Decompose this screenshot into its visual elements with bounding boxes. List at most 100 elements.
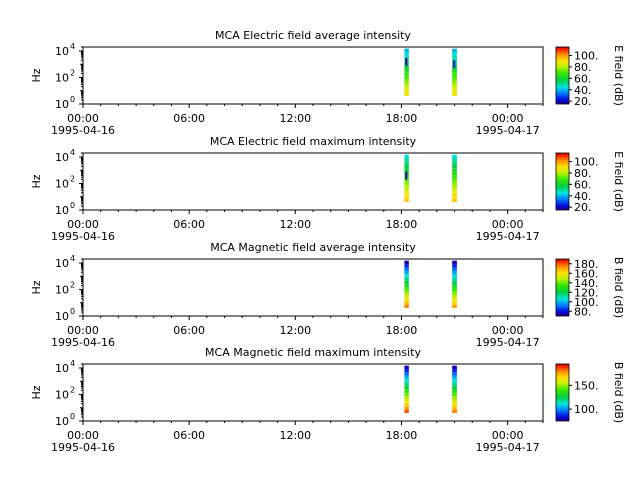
spectrogram-cell bbox=[404, 379, 409, 383]
y-tick-exponent: 4 bbox=[70, 42, 75, 51]
spectrogram-cell bbox=[452, 89, 457, 93]
spectrogram-cell bbox=[404, 195, 409, 199]
x-tick-label: 00:00 bbox=[67, 112, 99, 125]
spectrogram-cell bbox=[452, 178, 457, 182]
spectrogram-cell bbox=[452, 164, 457, 169]
spectrogram-cell bbox=[404, 396, 409, 400]
spectrogram-cell bbox=[404, 191, 409, 196]
spectrogram-cell bbox=[404, 369, 409, 373]
spectrogram-cell bbox=[404, 198, 409, 203]
x-tick-date: 1995-04-17 bbox=[476, 124, 540, 137]
x-tick-date: 1995-04-17 bbox=[476, 441, 540, 454]
colorbar-label: E field (dB) bbox=[612, 45, 625, 106]
y-tick-exponent: 2 bbox=[70, 174, 75, 183]
colorbar-tick-label: 80. bbox=[574, 167, 592, 180]
spectrogram-cell bbox=[404, 406, 409, 410]
y-tick-label: 10 bbox=[55, 98, 69, 111]
x-tick-label: 06:00 bbox=[173, 218, 205, 231]
spectrogram-cell bbox=[452, 291, 457, 295]
y-tick-label: 10 bbox=[55, 204, 69, 217]
y-tick-label: 10 bbox=[55, 45, 69, 58]
colorbar-tick-label: 60. bbox=[574, 72, 592, 85]
spectrogram-cell bbox=[404, 185, 409, 189]
y-tick-label: 10 bbox=[55, 362, 69, 375]
spectrogram-cell bbox=[452, 294, 457, 298]
spectrogram-cell bbox=[404, 301, 409, 305]
spectrogram-cell bbox=[404, 392, 409, 397]
y-tick-exponent: 4 bbox=[70, 254, 75, 263]
spectrogram-cell bbox=[404, 264, 409, 268]
spectrogram-cell bbox=[404, 52, 409, 56]
colorbar-tick-label: 20. bbox=[574, 95, 592, 108]
spectrogram-cell bbox=[452, 287, 457, 292]
y-tick-label: 10 bbox=[55, 151, 69, 164]
spectrogram-cell bbox=[452, 158, 457, 162]
colorbar bbox=[555, 46, 570, 105]
spectrogram-cell bbox=[452, 171, 457, 175]
spectrogram-cell bbox=[452, 365, 457, 370]
spectrogram-cell bbox=[404, 161, 409, 165]
y-axis-label: Hz bbox=[30, 68, 43, 82]
x-tick-label: 06:00 bbox=[173, 112, 205, 125]
x-tick-label: 12:00 bbox=[279, 429, 311, 442]
spectrogram-cell bbox=[452, 280, 457, 285]
spectrogram-cell bbox=[404, 168, 409, 172]
y-tick-label: 10 bbox=[55, 177, 69, 190]
spectrogram-cell bbox=[452, 392, 457, 397]
y-tick-label: 10 bbox=[55, 415, 69, 428]
y-axis-label: Hz bbox=[30, 174, 43, 188]
x-tick-label: 00:00 bbox=[67, 324, 99, 337]
spectrogram-cell bbox=[452, 185, 457, 189]
spectrogram-cell bbox=[452, 274, 457, 278]
spectrogram-cell bbox=[452, 409, 457, 414]
spectrogram-cell bbox=[452, 402, 457, 407]
spectrogram-cell bbox=[404, 382, 409, 386]
colorbar-tick-label: 160. bbox=[574, 267, 599, 280]
x-tick-label: 18:00 bbox=[386, 429, 418, 442]
spectrogram-cell bbox=[452, 191, 457, 196]
spectrogram-cell bbox=[404, 287, 409, 292]
x-tick-date: 1995-04-16 bbox=[51, 124, 115, 137]
spectrogram-cell bbox=[452, 264, 457, 268]
spectrogram-cell bbox=[404, 65, 409, 69]
y-axis-label: Hz bbox=[30, 280, 43, 294]
spectrogram-cell bbox=[404, 164, 409, 169]
spectrogram-cell bbox=[452, 68, 457, 73]
y-tick-exponent: 4 bbox=[70, 148, 75, 157]
plot-frame bbox=[82, 46, 544, 105]
y-tick-exponent: 4 bbox=[70, 359, 75, 368]
spectrogram-cell bbox=[404, 260, 409, 265]
x-tick-label: 06:00 bbox=[173, 429, 205, 442]
y-tick-exponent: 2 bbox=[70, 385, 75, 394]
spectrogram-cell bbox=[452, 277, 457, 281]
spectrogram-cell bbox=[404, 75, 409, 80]
x-tick-date: 1995-04-16 bbox=[51, 441, 115, 454]
spectrogram-cell bbox=[452, 267, 457, 271]
spectrogram-cell bbox=[404, 267, 409, 271]
y-tick-exponent: 2 bbox=[70, 68, 75, 77]
spectrogram-cell bbox=[452, 372, 457, 376]
spectrogram-cell bbox=[452, 297, 457, 302]
x-tick-label: 18:00 bbox=[386, 324, 418, 337]
spectrogram-cell bbox=[452, 48, 457, 53]
x-tick-date: 1995-04-17 bbox=[476, 336, 540, 349]
spectrogram-cell bbox=[452, 406, 457, 410]
spectrogram-cell bbox=[452, 389, 457, 393]
spectrogram-cell bbox=[404, 280, 409, 285]
x-tick-label: 18:00 bbox=[386, 112, 418, 125]
colorbar-tick-label: 120. bbox=[574, 286, 599, 299]
y-tick-exponent: 0 bbox=[70, 95, 75, 104]
spectrogram-cell bbox=[452, 301, 457, 305]
spectrogram-cell bbox=[452, 375, 457, 380]
colorbar-tick-label: 100. bbox=[574, 296, 599, 309]
spectrogram-cell bbox=[404, 274, 409, 278]
spectrogram-cell bbox=[452, 92, 457, 97]
spectrogram-cell bbox=[452, 52, 457, 56]
colorbar-tick-label: 100. bbox=[574, 50, 599, 63]
spectrogram-cell bbox=[452, 304, 457, 309]
spectrogram-cell bbox=[404, 181, 409, 186]
colorbar-tick-label: 150. bbox=[574, 379, 599, 392]
